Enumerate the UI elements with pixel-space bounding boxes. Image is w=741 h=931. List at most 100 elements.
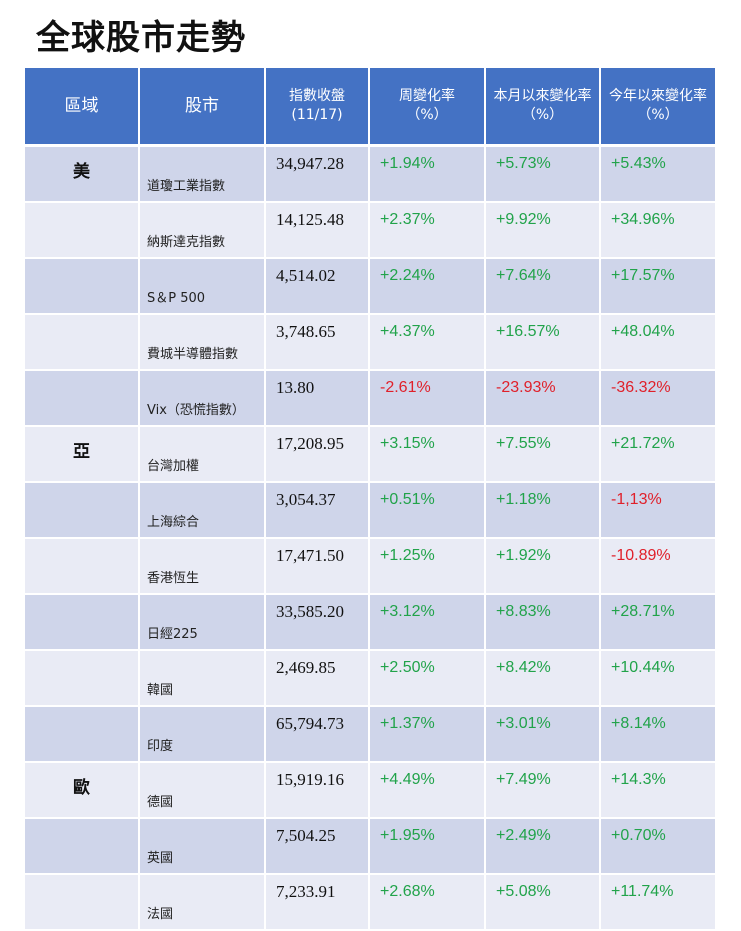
region-cell: [25, 258, 140, 315]
ytd-change-cell: -10.89%: [600, 538, 715, 595]
header-week: 周變化率 （%）: [369, 68, 486, 146]
weekly-change-cell: -2.61%: [369, 370, 486, 427]
index-close-cell: 4,514.02: [265, 258, 370, 315]
market-table: 區域 股市 指數收盤 (11/17) 周變化率 （%） 本月以來變化率 （%） …: [25, 68, 715, 931]
table-row: 法國 7,233.91 +2.68% +5.08% +11.74%: [25, 874, 715, 931]
ytd-change-cell: +0.70%: [600, 818, 715, 875]
ytd-change-cell: +11.74%: [600, 874, 715, 931]
table-row: 上海綜合 3,054.37 +0.51% +1.18% -1,13%: [25, 482, 715, 539]
market-name-cell: 費城半導體指數: [139, 314, 266, 371]
index-close-cell: 3,054.37: [265, 482, 370, 539]
table-row: 韓國 2,469.85 +2.50% +8.42% +10.44%: [25, 650, 715, 707]
index-close-cell: 3,748.65: [265, 314, 370, 371]
page-title: 全球股市走勢: [36, 18, 246, 58]
ytd-change-cell: +14.3%: [600, 762, 715, 819]
table-row: 香港恆生 17,471.50 +1.25% +1.92% -10.89%: [25, 538, 715, 595]
region-cell: 歐: [25, 762, 140, 819]
table-row: Vix（恐慌指數） 13.80 -2.61% -23.93% -36.32%: [25, 370, 715, 427]
region-cell: [25, 370, 140, 427]
table-header-row: 區域 股市 指數收盤 (11/17) 周變化率 （%） 本月以來變化率 （%） …: [25, 68, 715, 146]
market-name-cell: 印度: [139, 706, 266, 763]
market-name-cell: 法國: [139, 874, 266, 931]
market-name-cell: 香港恆生: [139, 538, 266, 595]
monthly-change-cell: +1.18%: [485, 482, 601, 539]
header-region: 區域: [25, 68, 140, 146]
monthly-change-cell: +9.92%: [485, 202, 601, 259]
monthly-change-cell: +5.08%: [485, 874, 601, 931]
weekly-change-cell: +3.15%: [369, 426, 486, 483]
ytd-change-cell: -36.32%: [600, 370, 715, 427]
index-close-cell: 33,585.20: [265, 594, 370, 651]
region-cell: [25, 482, 140, 539]
table-row: 美道瓊工業指數 34,947.28 +1.94% +5.73% +5.43%: [25, 144, 715, 203]
index-close-cell: 17,208.95: [265, 426, 370, 483]
header-close: 指數收盤 (11/17): [265, 68, 370, 146]
header-month-line1: 本月以來變化率: [493, 88, 592, 104]
weekly-change-cell: +2.68%: [369, 874, 486, 931]
weekly-change-cell: +0.51%: [369, 482, 486, 539]
header-ytd: 今年以來變化率 （%）: [600, 68, 715, 146]
region-cell: 美: [25, 144, 140, 203]
monthly-change-cell: +7.55%: [485, 426, 601, 483]
table-row: 亞台灣加權 17,208.95 +3.15% +7.55% +21.72%: [25, 426, 715, 483]
market-name-cell: 德國: [139, 762, 266, 819]
region-cell: [25, 650, 140, 707]
region-cell: [25, 594, 140, 651]
index-close-cell: 65,794.73: [265, 706, 370, 763]
weekly-change-cell: +4.49%: [369, 762, 486, 819]
market-name-cell: 納斯達克指數: [139, 202, 266, 259]
weekly-change-cell: +1.94%: [369, 144, 486, 203]
ytd-change-cell: +48.04%: [600, 314, 715, 371]
header-market: 股市: [139, 68, 266, 146]
weekly-change-cell: +3.12%: [369, 594, 486, 651]
region-cell: [25, 706, 140, 763]
index-close-cell: 7,504.25: [265, 818, 370, 875]
monthly-change-cell: +1.92%: [485, 538, 601, 595]
region-cell: [25, 314, 140, 371]
ytd-change-cell: +28.71%: [600, 594, 715, 651]
header-close-line1: 指數收盤: [289, 88, 345, 104]
table-row: 英國 7,504.25 +1.95% +2.49% +0.70%: [25, 818, 715, 875]
weekly-change-cell: +2.37%: [369, 202, 486, 259]
region-cell: [25, 538, 140, 595]
header-ytd-line1: 今年以來變化率: [609, 88, 707, 104]
ytd-change-cell: +10.44%: [600, 650, 715, 707]
region-cell: [25, 818, 140, 875]
header-close-line2: (11/17): [291, 107, 343, 123]
header-month-line2: （%）: [521, 107, 564, 123]
monthly-change-cell: +7.64%: [485, 258, 601, 315]
monthly-change-cell: +5.73%: [485, 144, 601, 203]
ytd-change-cell: +8.14%: [600, 706, 715, 763]
monthly-change-cell: +8.83%: [485, 594, 601, 651]
header-week-line1: 周變化率: [399, 88, 455, 104]
ytd-change-cell: +21.72%: [600, 426, 715, 483]
index-close-cell: 17,471.50: [265, 538, 370, 595]
monthly-change-cell: -23.93%: [485, 370, 601, 427]
weekly-change-cell: +1.37%: [369, 706, 486, 763]
index-close-cell: 14,125.48: [265, 202, 370, 259]
region-cell: [25, 202, 140, 259]
weekly-change-cell: +1.95%: [369, 818, 486, 875]
weekly-change-cell: +1.25%: [369, 538, 486, 595]
index-close-cell: 34,947.28: [265, 144, 370, 203]
market-name-cell: 英國: [139, 818, 266, 875]
monthly-change-cell: +3.01%: [485, 706, 601, 763]
index-close-cell: 15,919.16: [265, 762, 370, 819]
market-name-cell: 韓國: [139, 650, 266, 707]
region-cell: 亞: [25, 426, 140, 483]
weekly-change-cell: +2.24%: [369, 258, 486, 315]
table-row: 歐德國 15,919.16 +4.49% +7.49% +14.3%: [25, 762, 715, 819]
header-week-line2: （%）: [406, 107, 448, 123]
table-row: 印度 65,794.73 +1.37% +3.01% +8.14%: [25, 706, 715, 763]
ytd-change-cell: +5.43%: [600, 144, 715, 203]
table-row: 費城半導體指數 3,748.65 +4.37% +16.57% +48.04%: [25, 314, 715, 371]
index-close-cell: 13.80: [265, 370, 370, 427]
weekly-change-cell: +2.50%: [369, 650, 486, 707]
market-name-cell: 道瓊工業指數: [139, 144, 266, 203]
region-cell: [25, 874, 140, 931]
index-close-cell: 2,469.85: [265, 650, 370, 707]
ytd-change-cell: -1,13%: [600, 482, 715, 539]
table-row: 納斯達克指數 14,125.48 +2.37% +9.92% +34.96%: [25, 202, 715, 259]
market-name-cell: 台灣加權: [139, 426, 266, 483]
market-name-cell: 上海綜合: [139, 482, 266, 539]
